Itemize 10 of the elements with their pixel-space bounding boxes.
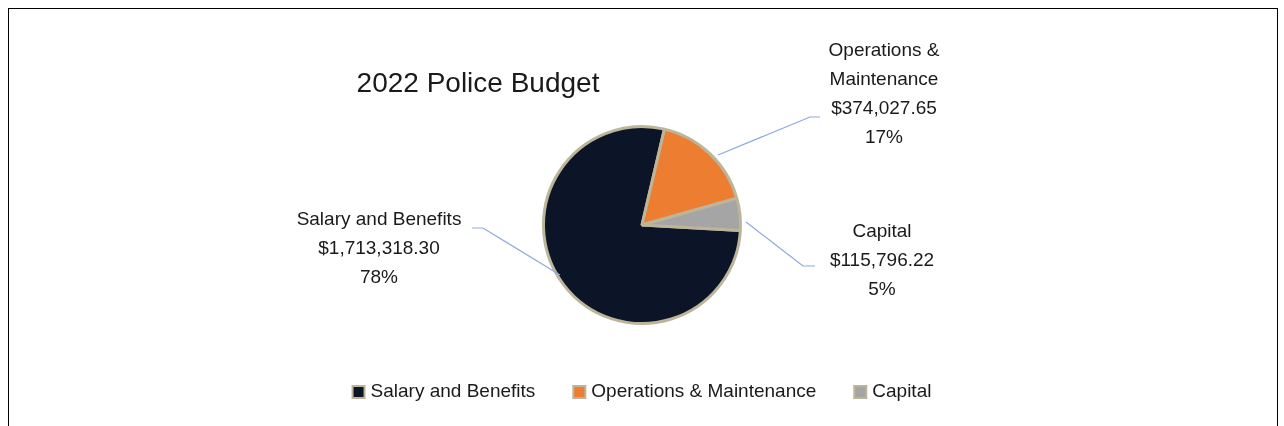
slice-label: Salary and Benefits — [296, 208, 462, 230]
slice-label: Capital — [852, 220, 912, 242]
legend-label: Salary and Benefits — [370, 380, 536, 402]
data-label: $374,027.65 17% — [831, 97, 937, 148]
data-label: $1,713,318.30 78% — [318, 237, 440, 288]
legend-label: Capital — [872, 380, 932, 402]
legend-label: Operations & Maintenance — [591, 380, 817, 402]
slice-label: Operations & Maintenance — [828, 39, 940, 90]
text: 2022 Police Budget — [356, 66, 600, 98]
data-label: $115,796.22 5% — [829, 249, 935, 300]
